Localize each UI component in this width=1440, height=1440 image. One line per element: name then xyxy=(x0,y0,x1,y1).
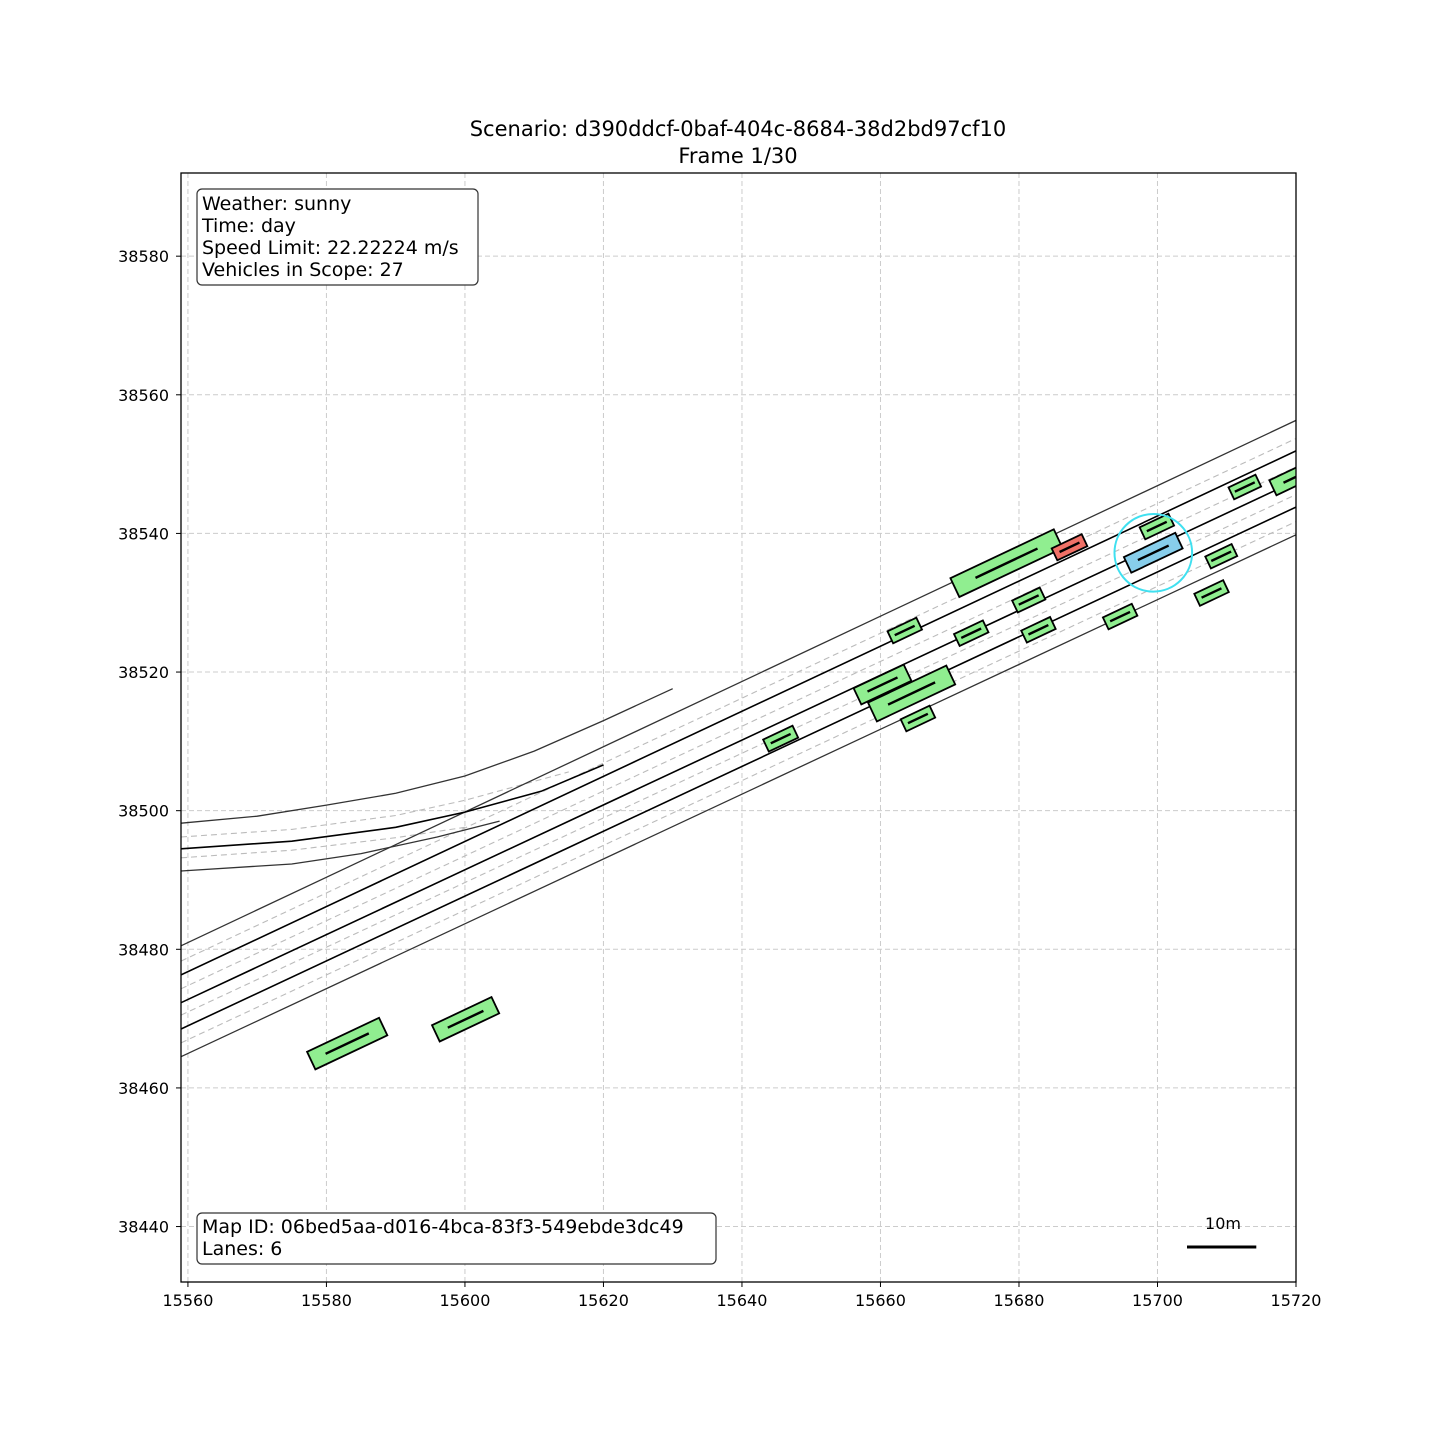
heading-line xyxy=(325,1032,370,1055)
lane-center-line xyxy=(181,466,1296,990)
lane-center-line xyxy=(181,826,465,859)
road-edge-line xyxy=(181,419,1296,947)
vehicle xyxy=(1138,512,1176,541)
lane-center-line xyxy=(181,521,1296,1044)
heading-line xyxy=(1282,466,1296,484)
lane-boundary-line xyxy=(181,506,1296,1030)
heading-line xyxy=(1059,541,1080,554)
heading-line xyxy=(447,1009,484,1029)
lane-center-line xyxy=(181,771,569,838)
heading-line xyxy=(1201,587,1222,599)
lane-center-line xyxy=(181,494,1296,1016)
heading-line xyxy=(887,681,936,706)
heading-line xyxy=(1137,544,1170,562)
x-tick-label: 15620 xyxy=(578,1291,629,1310)
road-edge-line xyxy=(181,820,500,872)
weather-text: Weather: sunny xyxy=(202,193,351,215)
info-box: Weather: sunny Time: day Speed Limit: 22… xyxy=(196,188,479,286)
heading-line xyxy=(907,712,929,725)
ego-highlight-circle xyxy=(1113,513,1194,593)
x-tick-label: 15640 xyxy=(717,1291,768,1310)
title-line-1: Scenario: d390ddcf-0baf-404c-8684-38d2bd… xyxy=(470,117,1007,141)
x-tick-label: 15680 xyxy=(994,1291,1045,1310)
lane-boundary-line xyxy=(181,450,1296,976)
scale-bar-label: 10m xyxy=(1205,1214,1241,1233)
highlighted-vehicle xyxy=(1050,533,1089,562)
lane-center-line xyxy=(181,438,1296,962)
vehicles-in-scope-text: Vehicles in Scope: 27 xyxy=(202,259,404,281)
y-tick-label: 38500 xyxy=(118,802,169,821)
heading-line xyxy=(770,732,792,745)
heading-line xyxy=(894,624,916,637)
y-tick-label: 38560 xyxy=(118,386,169,405)
heading-line xyxy=(1027,624,1049,636)
vehicle xyxy=(952,619,990,648)
heading-line xyxy=(974,547,1039,579)
x-tick-label: 15720 xyxy=(1271,1291,1322,1310)
vehicle xyxy=(1101,602,1139,631)
heading-line xyxy=(1109,610,1131,623)
heading-line xyxy=(1146,520,1168,533)
y-tick-label: 38460 xyxy=(118,1079,169,1098)
vehicle xyxy=(1204,542,1239,570)
vehicle xyxy=(852,663,913,706)
time-text: Time: day xyxy=(201,215,296,237)
speed-limit-text: Speed Limit: 22.22224 m/s xyxy=(202,237,459,259)
vehicle xyxy=(886,616,924,645)
vehicle xyxy=(761,724,800,753)
ego-vehicle xyxy=(1122,531,1184,574)
info-box-frame xyxy=(196,188,479,286)
map-id-text: Map ID: 06bed5aa-d016-4bca-83f3-549ebde3… xyxy=(202,1216,684,1238)
x-tick-label: 15600 xyxy=(439,1291,490,1310)
y-tick-label: 38580 xyxy=(118,247,169,266)
vehicle xyxy=(430,995,501,1043)
road-network xyxy=(181,419,1296,1058)
vehicle xyxy=(1193,578,1230,607)
heading-line xyxy=(1234,481,1256,493)
x-tick-label: 15580 xyxy=(301,1291,352,1310)
vehicle xyxy=(1020,615,1057,644)
vehicle-layer xyxy=(305,453,1296,1071)
title-line-2: Frame 1/30 xyxy=(678,144,797,168)
vehicle xyxy=(949,528,1064,599)
lane-boundary-line xyxy=(181,479,1296,1004)
vehicle xyxy=(866,664,957,723)
vehicle xyxy=(1010,586,1047,614)
heading-line xyxy=(960,627,982,639)
x-axis-ticks: 15560 15580 15600 15620 15640 15660 15680 15700… xyxy=(162,1282,1321,1310)
scale-bar: 10m xyxy=(1187,1214,1257,1249)
lane-boundary-line xyxy=(181,764,604,850)
heading-line xyxy=(1018,594,1040,606)
map-info-box-frame xyxy=(196,1212,717,1265)
y-tick-label: 38480 xyxy=(118,940,169,959)
x-tick-label: 15660 xyxy=(855,1291,906,1310)
map-info-box: Map ID: 06bed5aa-d016-4bca-83f3-549ebde3… xyxy=(196,1212,717,1265)
x-tick-label: 15560 xyxy=(162,1291,213,1310)
vehicle xyxy=(305,1016,389,1071)
x-tick-label: 15700 xyxy=(1132,1291,1183,1310)
plot-frame xyxy=(180,172,1297,1283)
plot-area xyxy=(181,419,1296,1071)
vehicle xyxy=(1227,473,1263,501)
y-tick-label: 38520 xyxy=(118,663,169,682)
heading-line xyxy=(1210,550,1232,563)
y-axis-ticks: 38440 38460 38480 38500 38520 38540 38560 38580 xyxy=(118,247,181,1237)
heading-line xyxy=(866,676,899,693)
lanes-text: Lanes: 6 xyxy=(202,1238,282,1260)
road-edge-line xyxy=(181,688,673,824)
y-tick-label: 38540 xyxy=(118,524,169,543)
vehicle xyxy=(899,704,937,733)
y-tick-label: 38440 xyxy=(118,1218,169,1237)
